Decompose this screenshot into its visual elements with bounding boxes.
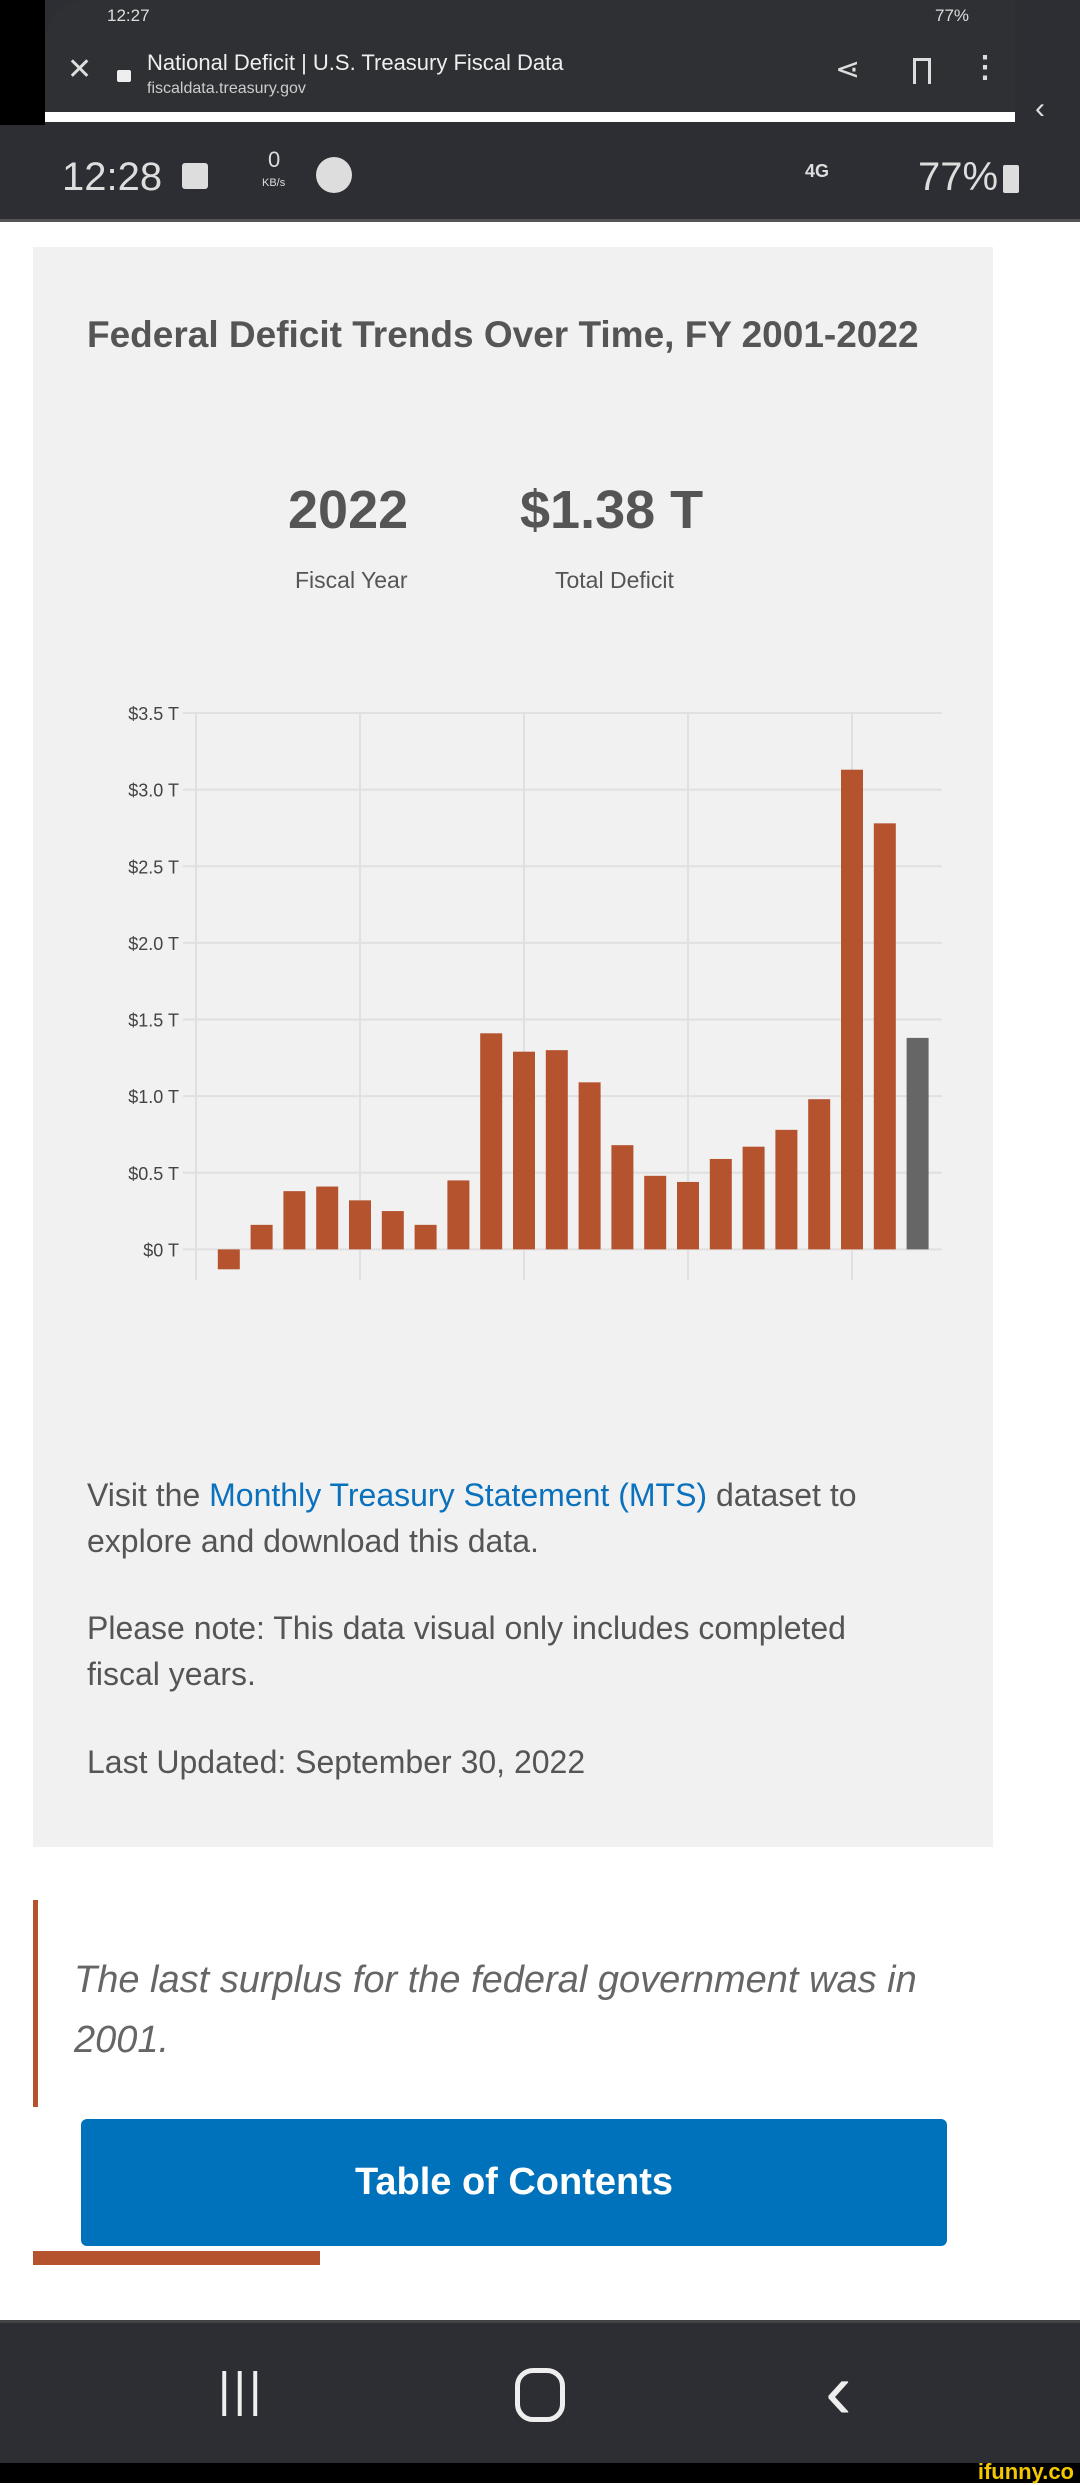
home-icon[interactable] <box>515 2368 565 2422</box>
note-text: Please note: This data visual only inclu… <box>87 1610 846 1692</box>
status-bar: 12:28 0 KB/s 4G 77% <box>0 125 1080 222</box>
close-icon[interactable]: ✕ <box>67 53 93 86</box>
bar-2009 <box>480 1033 503 1250</box>
watermark: ifunny.co <box>977 2459 1074 2484</box>
outer-time: 12:27 <box>107 6 150 25</box>
bar-2016 <box>709 1158 732 1250</box>
bookmark-icon[interactable] <box>913 58 931 84</box>
vpn-icon <box>316 157 352 193</box>
image-icon <box>182 163 208 189</box>
table-of-contents-button[interactable]: Table of Contents <box>81 2119 947 2246</box>
battery-icon <box>1003 165 1019 193</box>
more-icon[interactable]: ⋮ <box>970 51 1000 84</box>
y-tick-label: $1.0 T <box>128 1087 179 1107</box>
y-tick-label: $2.0 T <box>128 934 179 954</box>
lock-icon <box>117 70 131 82</box>
mts-link[interactable]: Monthly Treasury Statement (MTS) <box>209 1477 708 1513</box>
share-icon[interactable]: ⋖ <box>835 53 861 86</box>
progress-bar <box>45 112 1015 122</box>
bar-2003 <box>283 1191 306 1250</box>
deficit-bar-chart: -$0.5 T$0 T$0.5 T$1.0 T$1.5 T$2.0 T$2.5 … <box>128 704 942 1280</box>
bar-2021 <box>873 823 896 1250</box>
battery-level: 77% <box>918 155 999 199</box>
y-tick-label: $3.5 T <box>128 704 179 724</box>
bar-2014 <box>644 1175 667 1250</box>
stat-year: 2022 <box>288 480 409 540</box>
outer-battery: 77% <box>935 6 970 25</box>
last-updated: Last Updated: September 30, 2022 <box>87 1744 586 1780</box>
accent-bar <box>33 2251 320 2265</box>
recents-icon[interactable]: ||| <box>218 2364 265 2417</box>
chevron-left-icon[interactable]: ‹ <box>1035 92 1045 125</box>
bar-2022 <box>906 1037 929 1250</box>
navigation-bar: ||| ‹ <box>0 2320 1080 2463</box>
bar-2005 <box>349 1200 371 1250</box>
bar-2010 <box>513 1051 535 1250</box>
y-tick-label: $2.5 T <box>128 857 179 877</box>
bar-2011 <box>545 1050 568 1250</box>
y-tick-label: $0 T <box>143 1240 179 1260</box>
status-time: 12:28 <box>62 155 163 199</box>
y-tick-label: $1.5 T <box>128 1011 179 1031</box>
browser-toolbar: 12:27 77% ✕ National Deficit | U.S. Trea… <box>45 0 1015 112</box>
bar-2002 <box>250 1224 273 1250</box>
stat-value: $1.38 T <box>520 480 704 540</box>
y-tick-label: $0.5 T <box>128 1164 179 1184</box>
quote-border <box>33 1900 38 2107</box>
bar-2001 <box>217 1249 240 1270</box>
kbs-unit: KB/s <box>262 177 286 189</box>
stat-value-label: Total Deficit <box>555 567 674 593</box>
network-type: 4G <box>805 161 830 181</box>
bar-2018 <box>775 1129 798 1250</box>
bar-2015 <box>677 1181 699 1250</box>
back-icon[interactable]: ‹ <box>825 2346 852 2435</box>
bar-2012 <box>578 1082 601 1250</box>
kbs-value: 0 <box>268 147 281 172</box>
bar-2006 <box>381 1211 404 1250</box>
card-title: Federal Deficit Trends Over Time, FY 200… <box>87 314 919 355</box>
bar-2019 <box>808 1099 831 1250</box>
surplus-quote: The last surplus for the federal governm… <box>74 1959 917 2061</box>
bar-2013 <box>611 1145 634 1250</box>
visit-text: Visit the Monthly Treasury Statement (MT… <box>87 1477 857 1559</box>
bar-2020 <box>841 769 863 1250</box>
page-title: National Deficit | U.S. Treasury Fiscal … <box>147 50 564 75</box>
stat-year-label: Fiscal Year <box>295 567 408 593</box>
bar-2008 <box>447 1180 470 1250</box>
bar-2004 <box>316 1186 339 1250</box>
deficit-trends-card: Federal Deficit Trends Over Time, FY 200… <box>33 247 993 1847</box>
url: fiscaldata.treasury.gov <box>147 80 306 97</box>
bar-2007 <box>414 1224 437 1250</box>
bar-2017 <box>742 1146 765 1250</box>
y-tick-label: $3.0 T <box>128 781 179 801</box>
